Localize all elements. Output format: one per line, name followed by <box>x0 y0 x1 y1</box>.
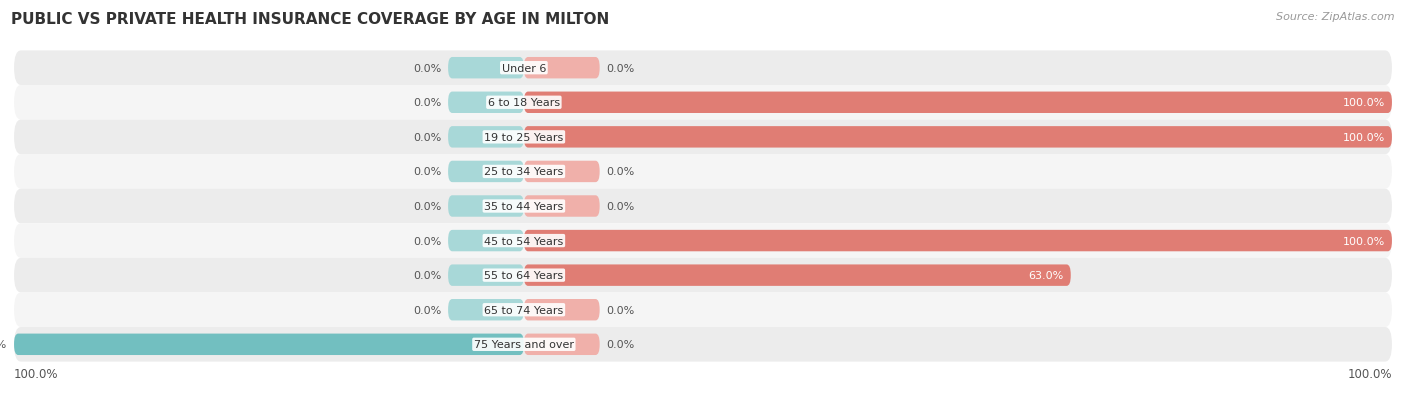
FancyBboxPatch shape <box>449 93 524 114</box>
Text: 19 to 25 Years: 19 to 25 Years <box>484 133 564 142</box>
Text: 6 to 18 Years: 6 to 18 Years <box>488 98 560 108</box>
Text: 75 Years and over: 75 Years and over <box>474 339 574 349</box>
Text: 0.0%: 0.0% <box>606 167 634 177</box>
Text: 0.0%: 0.0% <box>606 339 634 349</box>
FancyBboxPatch shape <box>524 127 1392 148</box>
Text: 100.0%: 100.0% <box>1343 98 1385 108</box>
Text: 0.0%: 0.0% <box>413 133 441 142</box>
Text: 0.0%: 0.0% <box>413 202 441 211</box>
FancyBboxPatch shape <box>524 196 599 217</box>
FancyBboxPatch shape <box>524 265 1071 286</box>
FancyBboxPatch shape <box>14 51 1392 86</box>
Text: Source: ZipAtlas.com: Source: ZipAtlas.com <box>1277 12 1395 22</box>
Text: 45 to 54 Years: 45 to 54 Years <box>484 236 564 246</box>
FancyBboxPatch shape <box>524 93 1392 114</box>
FancyBboxPatch shape <box>14 258 1392 293</box>
Text: 100.0%: 100.0% <box>14 367 59 380</box>
FancyBboxPatch shape <box>14 86 1392 120</box>
Text: PUBLIC VS PRIVATE HEALTH INSURANCE COVERAGE BY AGE IN MILTON: PUBLIC VS PRIVATE HEALTH INSURANCE COVER… <box>11 12 609 27</box>
FancyBboxPatch shape <box>449 127 524 148</box>
FancyBboxPatch shape <box>449 196 524 217</box>
FancyBboxPatch shape <box>14 334 524 355</box>
Text: 0.0%: 0.0% <box>606 202 634 211</box>
FancyBboxPatch shape <box>524 161 599 183</box>
Text: 100.0%: 100.0% <box>1343 236 1385 246</box>
FancyBboxPatch shape <box>524 230 1392 252</box>
FancyBboxPatch shape <box>449 265 524 286</box>
Text: 0.0%: 0.0% <box>413 305 441 315</box>
Text: 0.0%: 0.0% <box>413 236 441 246</box>
Text: 0.0%: 0.0% <box>606 305 634 315</box>
FancyBboxPatch shape <box>449 58 524 79</box>
Text: 65 to 74 Years: 65 to 74 Years <box>484 305 564 315</box>
FancyBboxPatch shape <box>449 230 524 252</box>
FancyBboxPatch shape <box>14 155 1392 189</box>
Text: 0.0%: 0.0% <box>413 64 441 74</box>
FancyBboxPatch shape <box>449 161 524 183</box>
FancyBboxPatch shape <box>449 299 524 320</box>
Text: 100.0%: 100.0% <box>1343 133 1385 142</box>
FancyBboxPatch shape <box>14 120 1392 155</box>
FancyBboxPatch shape <box>524 299 599 320</box>
Text: Under 6: Under 6 <box>502 64 546 74</box>
Text: 0.0%: 0.0% <box>606 64 634 74</box>
Text: 55 to 64 Years: 55 to 64 Years <box>484 271 564 280</box>
Text: 0.0%: 0.0% <box>413 98 441 108</box>
Text: 0.0%: 0.0% <box>413 271 441 280</box>
FancyBboxPatch shape <box>14 293 1392 327</box>
Text: 100.0%: 100.0% <box>1347 367 1392 380</box>
FancyBboxPatch shape <box>14 189 1392 224</box>
Text: 63.0%: 63.0% <box>1029 271 1064 280</box>
Text: 0.0%: 0.0% <box>413 167 441 177</box>
Text: 25 to 34 Years: 25 to 34 Years <box>484 167 564 177</box>
FancyBboxPatch shape <box>524 58 599 79</box>
FancyBboxPatch shape <box>14 224 1392 258</box>
Text: 35 to 44 Years: 35 to 44 Years <box>484 202 564 211</box>
FancyBboxPatch shape <box>14 327 1392 362</box>
FancyBboxPatch shape <box>524 334 599 355</box>
Text: 100.0%: 100.0% <box>0 339 7 349</box>
